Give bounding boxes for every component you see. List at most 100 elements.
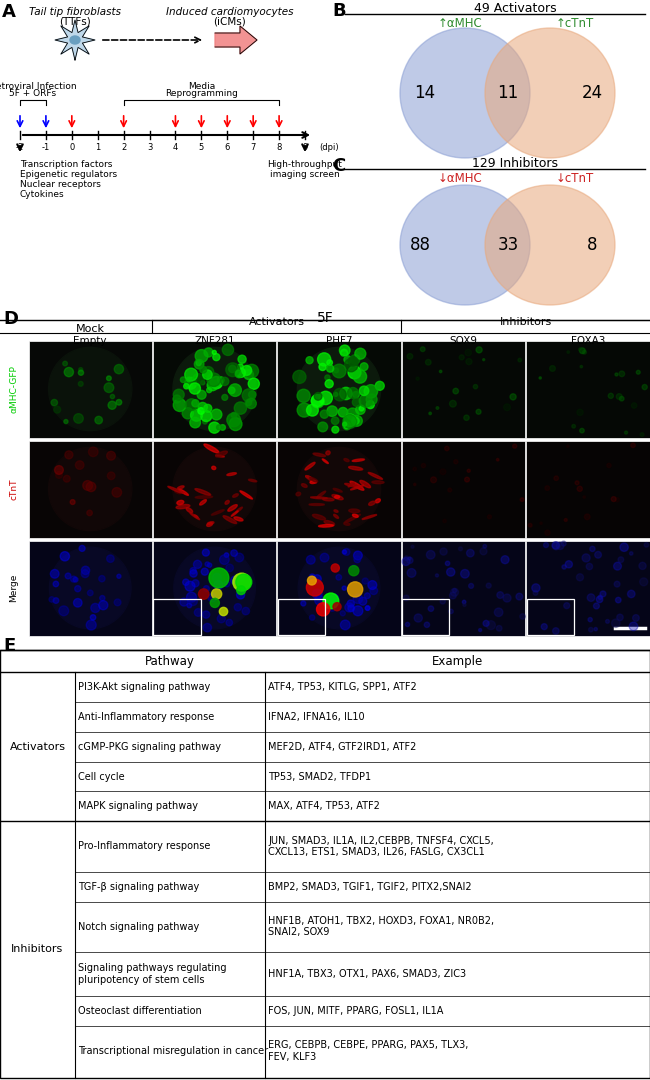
- Circle shape: [204, 348, 213, 357]
- Circle shape: [413, 483, 416, 486]
- Circle shape: [207, 380, 218, 391]
- Circle shape: [540, 522, 542, 525]
- Circle shape: [421, 463, 426, 468]
- Circle shape: [231, 550, 237, 556]
- Circle shape: [306, 356, 313, 364]
- Circle shape: [185, 581, 195, 591]
- Circle shape: [354, 556, 361, 563]
- Text: MAX, ATF4, TP53, ATF2: MAX, ATF4, TP53, ATF2: [268, 801, 380, 811]
- Text: 129 Inhibitors: 129 Inhibitors: [472, 157, 558, 170]
- Circle shape: [375, 381, 384, 390]
- Circle shape: [198, 589, 209, 599]
- Circle shape: [486, 621, 495, 630]
- Circle shape: [231, 577, 239, 584]
- Circle shape: [348, 356, 358, 366]
- Ellipse shape: [306, 476, 311, 478]
- Circle shape: [594, 627, 597, 631]
- Circle shape: [63, 475, 70, 482]
- Text: ATF4, TP53, KITLG, SPP1, ATF2: ATF4, TP53, KITLG, SPP1, ATF2: [268, 681, 417, 692]
- Circle shape: [333, 368, 339, 373]
- Text: 4: 4: [173, 143, 178, 152]
- Circle shape: [607, 463, 611, 468]
- Circle shape: [248, 378, 259, 389]
- Circle shape: [577, 573, 584, 581]
- Circle shape: [550, 366, 555, 372]
- Ellipse shape: [311, 497, 328, 499]
- Circle shape: [319, 391, 332, 405]
- Circle shape: [421, 347, 425, 352]
- Text: ZNF281: ZNF281: [194, 336, 235, 346]
- Circle shape: [407, 557, 413, 564]
- Text: PHF7: PHF7: [326, 336, 352, 346]
- Circle shape: [615, 498, 619, 502]
- Circle shape: [440, 469, 446, 474]
- Circle shape: [53, 597, 58, 604]
- Ellipse shape: [195, 488, 211, 496]
- Text: Induced cardiomyocytes: Induced cardiomyocytes: [166, 6, 294, 17]
- Circle shape: [202, 549, 209, 556]
- Circle shape: [297, 389, 310, 403]
- Circle shape: [211, 377, 222, 389]
- Circle shape: [202, 611, 210, 618]
- Text: Retroviral Infection: Retroviral Infection: [0, 82, 76, 91]
- Circle shape: [190, 568, 196, 573]
- Circle shape: [348, 366, 361, 379]
- Circle shape: [234, 402, 246, 415]
- Ellipse shape: [333, 514, 339, 518]
- Circle shape: [352, 397, 361, 406]
- Circle shape: [213, 573, 222, 582]
- Text: D: D: [3, 310, 18, 328]
- Circle shape: [306, 555, 315, 564]
- Circle shape: [616, 597, 621, 603]
- Bar: [526, 340, 649, 437]
- Ellipse shape: [334, 510, 338, 512]
- Circle shape: [447, 568, 455, 576]
- Circle shape: [104, 382, 114, 392]
- Circle shape: [577, 409, 583, 416]
- Circle shape: [640, 578, 647, 585]
- Text: Pro-Inflammatory response: Pro-Inflammatory response: [78, 841, 211, 851]
- Ellipse shape: [207, 522, 214, 525]
- Circle shape: [207, 373, 220, 387]
- Text: Signaling pathways regulating
pluripotency of stem cells: Signaling pathways regulating pluripoten…: [78, 963, 226, 985]
- Circle shape: [620, 543, 629, 552]
- Text: Cytokines: Cytokines: [20, 190, 64, 199]
- Circle shape: [313, 589, 322, 598]
- Circle shape: [406, 622, 410, 626]
- Circle shape: [362, 578, 369, 584]
- Circle shape: [301, 600, 305, 606]
- Ellipse shape: [335, 496, 340, 498]
- Circle shape: [567, 351, 569, 353]
- Ellipse shape: [211, 510, 224, 515]
- Text: IFNA2, IFNA16, IL10: IFNA2, IFNA16, IL10: [268, 712, 365, 721]
- Circle shape: [467, 469, 470, 472]
- Circle shape: [214, 581, 223, 590]
- Circle shape: [430, 477, 437, 483]
- Circle shape: [533, 591, 538, 595]
- Ellipse shape: [369, 472, 382, 480]
- Circle shape: [411, 545, 414, 549]
- Circle shape: [608, 393, 614, 399]
- Circle shape: [297, 348, 381, 431]
- Circle shape: [325, 380, 333, 388]
- Circle shape: [567, 445, 569, 447]
- Circle shape: [293, 370, 306, 383]
- Circle shape: [554, 476, 558, 481]
- Circle shape: [194, 561, 202, 568]
- Circle shape: [187, 377, 191, 381]
- Text: 6: 6: [225, 143, 230, 152]
- Ellipse shape: [177, 486, 184, 489]
- Circle shape: [248, 391, 256, 399]
- Ellipse shape: [310, 481, 317, 484]
- Circle shape: [307, 404, 318, 416]
- Circle shape: [483, 544, 487, 549]
- Circle shape: [181, 377, 186, 382]
- Circle shape: [476, 347, 482, 353]
- Circle shape: [195, 350, 208, 363]
- Ellipse shape: [305, 462, 315, 470]
- Circle shape: [461, 569, 469, 578]
- Circle shape: [217, 377, 224, 383]
- Text: cGMP-PKG signaling pathway: cGMP-PKG signaling pathway: [78, 742, 221, 752]
- Circle shape: [356, 405, 365, 415]
- Bar: [526, 441, 649, 538]
